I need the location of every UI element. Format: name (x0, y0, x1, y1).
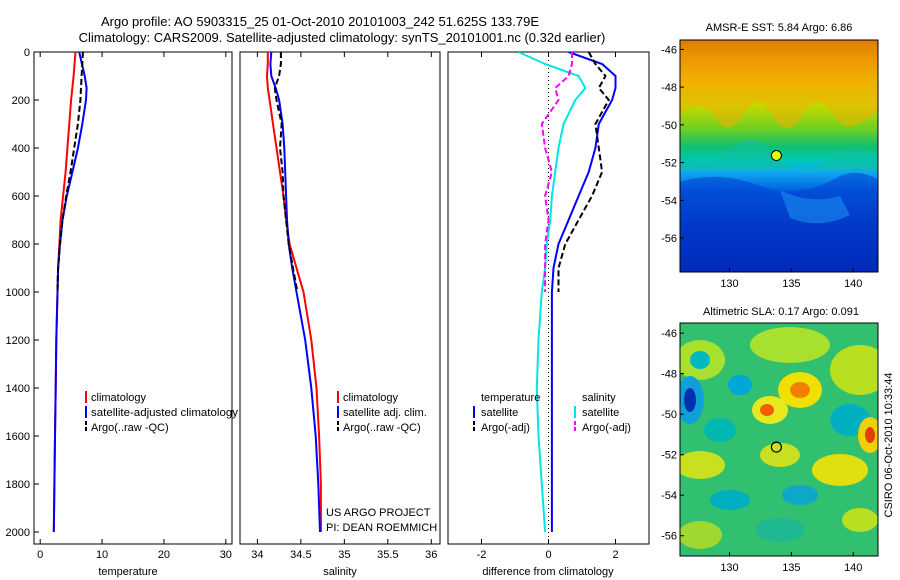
x-tick-label: 2 (612, 549, 618, 561)
legend-label-argo: Argo(..raw -QC) (343, 422, 421, 434)
credit-csiro-timestamp: CSIRO 06-Oct-2010 10:33:44 (883, 373, 895, 518)
legend-label-satellite: satellite adj. clim. (343, 407, 427, 419)
y-tick-label: 1200 (6, 335, 30, 347)
depth-axis: 0 200 400 600 800 1000 1200 1400 1600 1800 2000 (6, 47, 39, 539)
y-tick-label: 400 (12, 143, 30, 155)
legend-label-temp-argo: Argo(-adj) (481, 422, 530, 434)
map-y-tick-label: -54 (661, 490, 677, 502)
sla-map-title: Altimetric SLA: 0.17 Argo: 0.091 (703, 306, 859, 318)
series-line-argo-raw-qc (273, 52, 299, 293)
difference-axes-frame (447, 51, 650, 545)
x-tick-label: 35 (338, 549, 350, 561)
y-tick-label: 2000 (6, 527, 30, 539)
x-tick-label: 10 (96, 549, 108, 561)
y-tick-label: 600 (12, 191, 30, 203)
series-line-argo-raw-qc (56, 52, 84, 293)
map-y-tick-label: -48 (661, 82, 677, 94)
legend-label-temp-satellite: satellite (481, 407, 518, 419)
difference-xlabel: difference from climatology (482, 566, 614, 578)
x-tick-label: 0 (545, 549, 551, 561)
sst-map-frame (679, 39, 879, 273)
title-line-1: Argo profile: AO 5903315_25 01-Oct-2010 … (101, 14, 539, 29)
map-y-tick-label: -56 (661, 233, 677, 245)
sla-map: Altimetric SLA: 0.17 Argo: 0.091 (661, 306, 879, 574)
temperature-panel: 0 200 400 600 800 1000 1200 1400 1600 1800 2000 0 1… (6, 47, 239, 578)
map-x-tick-label: 140 (844, 562, 862, 574)
x-tick-label: 0 (37, 549, 43, 561)
legend-label-satellite: satellite-adjusted climatology (91, 407, 239, 419)
y-tick-label: 800 (12, 239, 30, 251)
map-y-tick-label: -50 (661, 120, 677, 132)
salinity-axes-frame (239, 51, 441, 545)
x-tick-label: 34 (251, 549, 263, 561)
sla-map-axes: 130 135 140 -46 -48 -50 -52 -54 -56 (661, 328, 862, 574)
difference-x-axis: -2 0 2 (477, 52, 619, 561)
sla-field (680, 323, 878, 556)
series-line-satellite (550, 52, 617, 532)
y-tick-label: 1000 (6, 287, 30, 299)
salinity-legend: climatology satellite adj. clim. Argo(..… (337, 391, 427, 434)
map-y-tick-label: -46 (661, 328, 677, 340)
map-x-tick-label: 135 (782, 562, 800, 574)
temperature-axes-frame (33, 51, 233, 545)
series-line-argo-adj (540, 52, 573, 292)
salinity-lines (265, 52, 322, 533)
legend-label-sal-argo: Argo(-adj) (582, 422, 631, 434)
temperature-x-axis: 0 10 20 30 (37, 52, 232, 561)
map-y-tick-label: -52 (661, 450, 677, 462)
temperature-legend: climatology satellite-adjusted climatolo… (85, 391, 239, 434)
credit-project: US ARGO PROJECT (326, 507, 431, 519)
map-y-tick-label: -54 (661, 195, 677, 207)
x-tick-label: 20 (158, 549, 170, 561)
x-tick-label: 34.5 (290, 549, 311, 561)
legend-label-argo: Argo(..raw -QC) (91, 422, 169, 434)
salinity-panel: 34 34.5 35 35.5 36 salinity climatology sate… (239, 51, 441, 578)
y-tick-label: 1600 (6, 431, 30, 443)
sst-map-title: AMSR-E SST: 5.84 Argo: 6.86 (706, 22, 853, 34)
x-tick-label: 36 (425, 549, 437, 561)
y-tick-label: 0 (24, 47, 30, 59)
y-tick-label: 1800 (6, 479, 30, 491)
map-y-tick-label: -52 (661, 158, 677, 170)
credit-pi: PI: DEAN ROEMMICH (326, 522, 437, 534)
y-tick-label: 1400 (6, 383, 30, 395)
salinity-x-axis: 34 34.5 35 35.5 36 (251, 52, 437, 561)
x-tick-label: 30 (220, 549, 232, 561)
x-tick-label: 35.5 (377, 549, 398, 561)
map-x-tick-label: 130 (720, 562, 738, 574)
map-y-tick-label: -56 (661, 531, 677, 543)
difference-legend: temperature satellite Argo(-adj) salinit… (473, 392, 631, 434)
legend-label-sal-satellite: satellite (582, 407, 619, 419)
series-line-satellite (517, 52, 587, 533)
difference-lines (517, 52, 617, 533)
map-y-tick-label: -50 (661, 409, 677, 421)
map-y-tick-label: -46 (661, 44, 677, 56)
map-x-tick-label: 135 (782, 278, 800, 290)
map-x-tick-label: 140 (844, 278, 862, 290)
salinity-xlabel: salinity (323, 566, 357, 578)
sla-map-frame (679, 322, 879, 557)
temperature-lines (52, 52, 88, 533)
title-line-2: Climatology: CARS2009. Satellite-adjuste… (79, 30, 606, 45)
y-tick-label: 200 (12, 95, 30, 107)
legend-label-climatology: climatology (91, 392, 147, 404)
temperature-xlabel: temperature (98, 566, 157, 578)
legend-header-salinity: salinity (582, 392, 616, 404)
series-line-climatology (265, 52, 322, 532)
series-line-satellite-adjusted-climatology (52, 52, 88, 533)
series-line-argo-adj (557, 52, 611, 292)
sst-map-axes: 130 135 140 -46 -48 -50 -52 -54 -56 (661, 44, 862, 290)
legend-header-temperature: temperature (481, 392, 540, 404)
sla-argo-location-marker (770, 441, 783, 453)
x-tick-label: -2 (477, 549, 487, 561)
legend-label-climatology: climatology (343, 392, 399, 404)
series-line-satellite-adj-clim (269, 52, 321, 533)
map-y-tick-label: -48 (661, 369, 677, 381)
sst-argo-location-marker (770, 150, 782, 162)
difference-panel: -2 0 2 difference from climatology tempera… (447, 51, 650, 578)
map-x-tick-label: 130 (720, 278, 738, 290)
sst-map: AMSR-E SST: 5.84 Argo: 6.86 130 135 140 -46… (661, 22, 879, 290)
